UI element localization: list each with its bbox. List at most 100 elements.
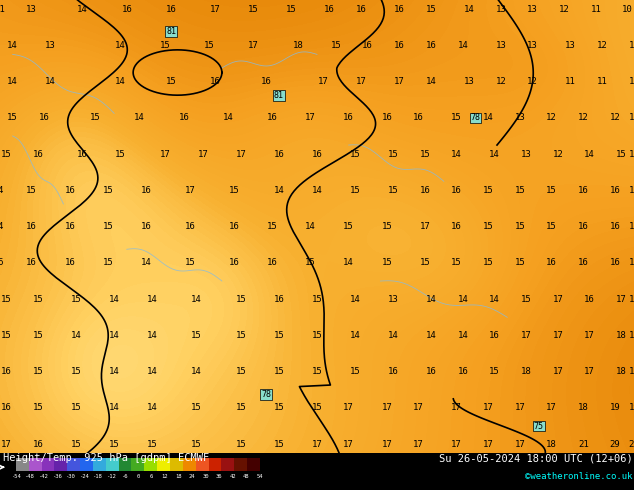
Text: 19: 19 [610, 403, 620, 413]
Text: 16: 16 [39, 113, 49, 122]
Text: 11: 11 [629, 41, 634, 50]
Bar [157, 458, 170, 471]
Bar [131, 458, 145, 471]
Text: 48: 48 [243, 474, 250, 479]
Text: 13: 13 [46, 41, 56, 50]
Text: 12: 12 [553, 149, 563, 159]
Text: 15: 15 [515, 222, 525, 231]
Text: 17: 17 [553, 294, 563, 304]
Text: 13: 13 [629, 113, 634, 122]
Text: 15: 15 [274, 331, 284, 340]
Bar [106, 458, 119, 471]
Text: 14: 14 [426, 331, 436, 340]
Text: 15: 15 [33, 331, 43, 340]
Text: 17: 17 [210, 4, 221, 14]
Text: 16: 16 [629, 186, 634, 195]
Text: 14: 14 [451, 149, 462, 159]
Text: 12: 12 [547, 113, 557, 122]
Text: 16: 16 [210, 77, 221, 86]
Text: 16: 16 [268, 258, 278, 268]
Text: 18: 18 [521, 367, 531, 376]
Text: 15: 15 [33, 367, 43, 376]
Text: 15: 15 [90, 113, 100, 122]
Text: 13: 13 [527, 41, 538, 50]
Text: 17: 17 [521, 331, 531, 340]
Text: 12: 12 [559, 4, 569, 14]
Text: 14: 14 [147, 331, 157, 340]
Text: 14: 14 [71, 331, 81, 340]
Text: 29: 29 [610, 440, 620, 449]
Text: 14: 14 [350, 331, 360, 340]
Text: 16: 16 [274, 294, 284, 304]
Text: 14: 14 [77, 4, 87, 14]
Text: 17: 17 [451, 403, 462, 413]
Text: 16: 16 [413, 113, 424, 122]
Text: 16: 16 [185, 222, 195, 231]
Text: 22: 22 [629, 440, 634, 449]
Text: 13: 13 [566, 41, 576, 50]
Text: -30: -30 [65, 474, 75, 479]
Text: 16: 16 [1, 367, 11, 376]
Text: 15: 15 [236, 294, 246, 304]
Text: 12: 12 [162, 474, 168, 479]
Text: 16: 16 [629, 149, 634, 159]
Text: 14: 14 [115, 77, 126, 86]
Text: 16: 16 [122, 4, 132, 14]
Text: 14: 14 [458, 294, 468, 304]
Text: 14: 14 [274, 186, 284, 195]
Text: 14: 14 [223, 113, 233, 122]
Text: 17: 17 [629, 294, 634, 304]
Bar [55, 458, 67, 471]
Text: 13: 13 [496, 4, 506, 14]
Text: 4: 4 [0, 222, 3, 231]
Text: 17: 17 [515, 403, 525, 413]
Text: 16: 16 [344, 113, 354, 122]
Text: 14: 14 [141, 258, 151, 268]
Text: -6: -6 [121, 474, 127, 479]
Text: 15: 15 [33, 403, 43, 413]
Text: 18: 18 [176, 474, 182, 479]
Text: 15: 15 [1, 149, 11, 159]
Text: 15: 15 [71, 294, 81, 304]
Text: 16: 16 [420, 186, 430, 195]
Text: 15: 15 [483, 222, 493, 231]
Text: 14: 14 [426, 77, 436, 86]
Text: 16: 16 [578, 186, 588, 195]
Text: 13: 13 [27, 4, 37, 14]
Text: 15: 15 [420, 149, 430, 159]
Text: -12: -12 [106, 474, 115, 479]
Text: 14: 14 [147, 403, 157, 413]
Text: 16: 16 [268, 113, 278, 122]
Text: 15: 15 [71, 403, 81, 413]
Text: 18: 18 [293, 41, 303, 50]
Text: 17: 17 [420, 222, 430, 231]
Text: 16: 16 [65, 258, 75, 268]
Text: 18: 18 [547, 440, 557, 449]
Text: 17: 17 [483, 403, 493, 413]
Text: 14: 14 [458, 41, 468, 50]
Text: 15: 15 [344, 222, 354, 231]
Text: 16: 16 [363, 41, 373, 50]
Text: 75: 75 [534, 421, 544, 431]
Text: Height/Temp. 925 hPa [gdpm] ECMWF: Height/Temp. 925 hPa [gdpm] ECMWF [3, 453, 209, 463]
Text: 15: 15 [350, 149, 360, 159]
Text: 15: 15 [515, 258, 525, 268]
Bar [183, 458, 196, 471]
Text: 10: 10 [623, 4, 633, 14]
Text: 14: 14 [426, 294, 436, 304]
Text: 14: 14 [147, 294, 157, 304]
Bar [145, 458, 157, 471]
Text: 15: 15 [420, 258, 430, 268]
Text: -36: -36 [51, 474, 61, 479]
Text: 15: 15 [426, 4, 436, 14]
Text: 15: 15 [274, 367, 284, 376]
Text: 16: 16 [394, 41, 404, 50]
Text: 15: 15 [388, 186, 398, 195]
Text: 15: 15 [147, 440, 157, 449]
Text: 17: 17 [553, 367, 563, 376]
Text: 16: 16 [230, 222, 240, 231]
Text: 15: 15 [483, 258, 493, 268]
Text: 15: 15 [236, 331, 246, 340]
Text: 15: 15 [274, 403, 284, 413]
Text: 14: 14 [350, 294, 360, 304]
